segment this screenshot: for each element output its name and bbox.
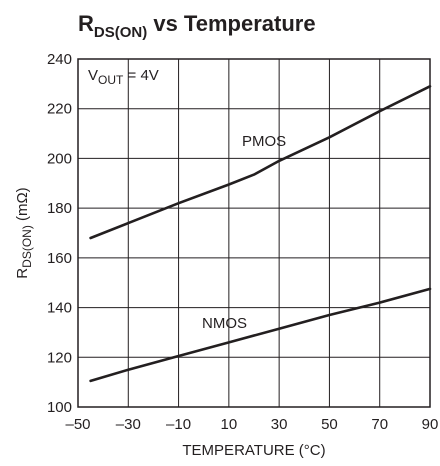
y-tick-label: 200 — [47, 150, 72, 167]
y-tick-label: 180 — [47, 200, 72, 217]
x-tick-label: 70 — [371, 416, 388, 433]
vout-annotation: VOUT = 4V — [88, 67, 159, 87]
x-tick-label: –50 — [65, 416, 90, 433]
y-tick-label: 220 — [47, 101, 72, 118]
grid — [78, 59, 430, 407]
x-tick-label: 50 — [321, 416, 338, 433]
x-tick-label: 10 — [221, 416, 238, 433]
x-tick-labels: –50 –30 –10 10 30 50 70 90 — [65, 416, 438, 433]
nmos-series-label: NMOS — [202, 315, 247, 332]
x-axis-label: TEMPERATURE (°C) — [182, 442, 325, 459]
series-line-pmos — [89, 85, 432, 240]
chart-title-subscript: DS(ON) — [94, 24, 147, 41]
y-tick-label: 140 — [47, 300, 72, 317]
y-tick-label: 120 — [47, 349, 72, 366]
x-tick-label: 90 — [422, 416, 439, 433]
series-group — [89, 85, 432, 383]
x-tick-label: –30 — [116, 416, 141, 433]
y-tick-label: 160 — [47, 250, 72, 267]
y-tick-labels: 100 120 140 160 180 200 220 240 — [47, 51, 72, 416]
chart-title-main: R — [78, 11, 94, 36]
plot-frame — [77, 58, 431, 408]
series-line-nmos — [89, 287, 432, 383]
x-tick-label: 30 — [271, 416, 288, 433]
y-tick-label: 100 — [47, 399, 72, 416]
y-axis-label: RDS(ON) (mΩ) — [14, 187, 34, 278]
vout-annotation-subscript: OUT — [98, 73, 124, 87]
vout-annotation-main: V — [88, 67, 98, 84]
y-tick-label: 240 — [47, 51, 72, 68]
x-tick-label: –10 — [166, 416, 191, 433]
y-axis-label-rest: (mΩ) — [14, 187, 31, 225]
pmos-series-label: PMOS — [242, 133, 286, 150]
chart-title: RDS(ON) vs Temperature — [78, 11, 316, 41]
chart-title-rest: vs Temperature — [147, 11, 315, 36]
vout-annotation-rest: = 4V — [123, 67, 158, 84]
y-axis-label-subscript: DS(ON) — [20, 225, 34, 268]
y-axis-label-main: R — [14, 268, 31, 279]
